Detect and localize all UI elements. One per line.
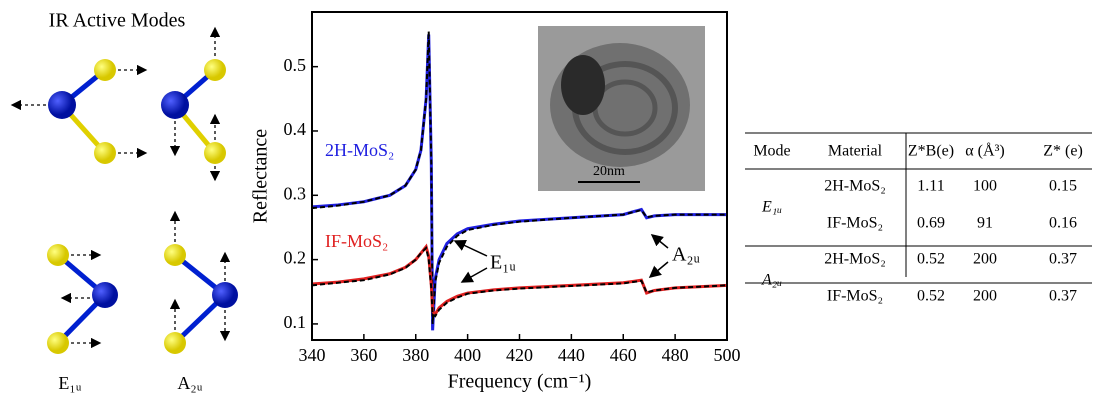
- table-header: Z*B(e): [908, 143, 954, 160]
- table-cell: 0.37: [1049, 288, 1077, 305]
- fit-line: [311, 31, 727, 324]
- table: Mode Material Z*B(e) α (Å³) Z* (e) E₁ᵤ 2H-MoS₂…: [745, 132, 1092, 305]
- x-tick-label: 380: [402, 345, 429, 365]
- table-cell: 200: [973, 288, 997, 305]
- annotation-arrow: [460, 267, 488, 283]
- table-cell: 0.52: [917, 288, 945, 305]
- x-tick-label: 500: [714, 345, 741, 365]
- table-cell: 1.11: [917, 178, 944, 195]
- table-cell: 0.52: [917, 251, 945, 268]
- plot-frame: [311, 11, 728, 341]
- table-cell: IF-MoS₂: [827, 215, 883, 232]
- table-header: Material: [828, 143, 883, 160]
- annotation-arrow: [648, 261, 669, 278]
- table-cell: 100: [973, 178, 997, 195]
- mode-label: E₁ᵤ: [58, 373, 81, 393]
- x-axis-label: Frequency (cm⁻¹): [448, 371, 592, 393]
- mode-label: A₂ᵤ: [177, 373, 202, 393]
- series-label: 2H-MoS₂: [325, 140, 394, 160]
- series-label: IF-MoS₂: [325, 231, 388, 251]
- table-cell: 200: [973, 251, 997, 268]
- y-tick-label: 0.1: [284, 312, 307, 332]
- table-cell: 0.69: [917, 215, 945, 232]
- x-tick-label: 460: [610, 345, 637, 365]
- y-axis-label: Reflectance: [250, 129, 272, 223]
- table-cell: 0.37: [1049, 251, 1077, 268]
- table-cell: 2H-MoS₂: [824, 178, 886, 195]
- mode-diagrams: IR Active Modes E₁ᵤ A₂ᵤ: [10, 10, 238, 393]
- annotation: A₂ᵤ: [672, 244, 700, 266]
- scale-bar-label: 20nm: [593, 164, 625, 179]
- x-tick-label: 420: [506, 345, 533, 365]
- table-cell: 0.15: [1049, 178, 1077, 195]
- table-cell: A₂ᵤ: [761, 272, 782, 289]
- y-tick-label: 0.3: [284, 183, 307, 203]
- annotation-arrow: [453, 240, 488, 257]
- x-tick-label: 400: [454, 345, 481, 365]
- inset-image: 20nm: [538, 26, 705, 191]
- x-tick-label: 360: [350, 345, 377, 365]
- diagram-title: IR Active Modes: [49, 10, 186, 32]
- table-cell: E₁ᵤ: [761, 199, 782, 216]
- data-line: [311, 243, 728, 317]
- x-tick-label: 340: [299, 345, 326, 365]
- table-header: Mode: [753, 143, 790, 160]
- annotation-arrow: [650, 234, 669, 249]
- table-cell: 0.16: [1049, 215, 1077, 232]
- fit-line: [311, 246, 728, 318]
- x-tick-label: 440: [558, 345, 585, 365]
- table-cell: 2H-MoS₂: [824, 251, 886, 268]
- y-tick-label: 0.2: [284, 248, 307, 268]
- chart: 340 360 380 400 420 440 460 480 500 0.1 0.2 0.3 0.4 0…: [250, 11, 741, 393]
- x-tick-label: 480: [662, 345, 689, 365]
- table-cell: IF-MoS₂: [827, 288, 883, 305]
- table-header: α (Å³): [965, 142, 1004, 160]
- table-header: Z* (e): [1043, 143, 1083, 160]
- annotation: E₁ᵤ: [490, 252, 516, 274]
- y-tick-label: 0.5: [284, 55, 307, 75]
- table-cell: 91: [977, 215, 993, 232]
- y-tick-label: 0.4: [284, 119, 307, 139]
